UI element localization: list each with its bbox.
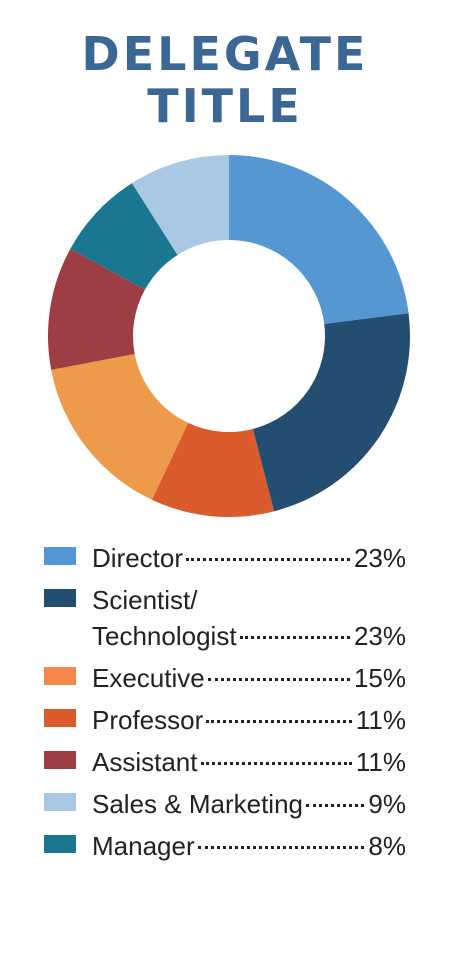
legend-value: 23% <box>353 621 406 651</box>
legend-label: Sales & Marketing <box>92 789 303 819</box>
legend-label: Manager <box>92 831 195 861</box>
legend-label: Director <box>92 543 184 573</box>
legend-label: Professor <box>92 705 204 735</box>
legend-value: 23% <box>353 543 406 573</box>
legend-item: Manager 8% <box>44 828 406 864</box>
donut-slice-executive <box>51 353 189 500</box>
legend-swatch <box>44 793 76 811</box>
legend-label: Assistant <box>92 747 198 777</box>
donut-slice-sales-marketing <box>132 155 229 255</box>
donut-slice-director <box>229 155 409 324</box>
legend-value: 8% <box>368 831 406 861</box>
legend-swatch <box>44 751 76 769</box>
legend-leader-dots <box>186 558 350 561</box>
legend-value: 15% <box>353 663 406 693</box>
legend-leader-dots <box>207 678 350 681</box>
legend-item: Executive 15% <box>44 660 406 696</box>
donut-slice-scientist-technologist <box>252 313 410 512</box>
legend-value: 11% <box>355 705 406 735</box>
legend-swatch <box>44 835 76 853</box>
legend-item: Assistant 11% <box>44 744 406 780</box>
legend-value: 11% <box>355 747 406 777</box>
chart-title-line-2: TITLE <box>147 79 303 133</box>
donut-slice-assistant <box>48 248 145 370</box>
donut-slice-professor <box>151 422 275 517</box>
legend-item: Director 23% <box>44 540 406 576</box>
chart-title: DELEGATE TITLE <box>0 28 450 132</box>
legend-item: Sales & Marketing 9% <box>44 786 406 822</box>
legend-leader-dots <box>200 762 352 765</box>
donut-slice-manager <box>70 183 178 290</box>
chart-title-line-1: DELEGATE <box>81 27 369 81</box>
legend-leader-dots <box>239 636 350 639</box>
legend-leader-dots <box>305 804 365 807</box>
legend-swatch <box>44 709 76 727</box>
legend-item: Professor 11% <box>44 702 406 738</box>
legend-leader-dots <box>197 846 365 849</box>
legend-label: Executive <box>92 663 205 693</box>
donut-chart <box>48 155 410 517</box>
legend-swatch <box>44 547 76 565</box>
legend-item: Scientist/Technologist 23% <box>44 582 406 654</box>
legend-value: 9% <box>368 789 406 819</box>
legend-label: Scientist/ <box>92 585 198 615</box>
chart-legend: Director 23% Scientist/Technologist 23% Exec… <box>44 540 406 870</box>
legend-swatch <box>44 589 76 607</box>
legend-leader-dots <box>206 720 352 723</box>
legend-label: Technologist <box>92 621 237 651</box>
legend-swatch <box>44 667 76 685</box>
